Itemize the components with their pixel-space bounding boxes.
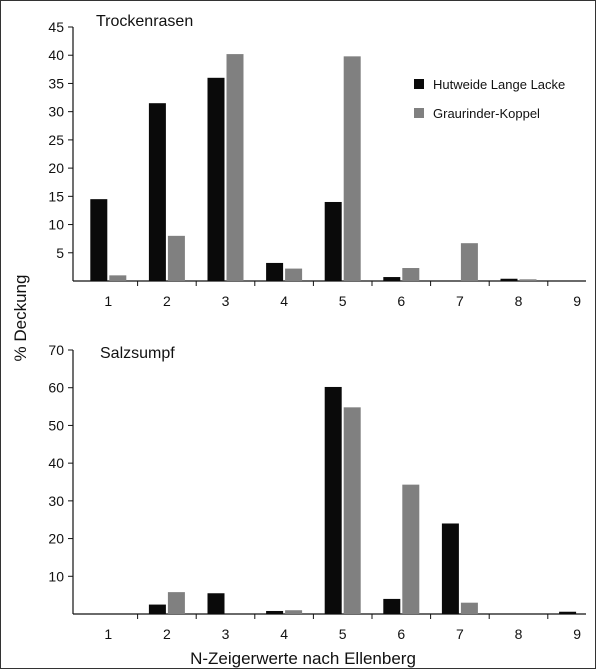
bar-graurinder-6 [402, 268, 420, 281]
x-tick-label: 5 [339, 293, 347, 309]
y-tick-label: 5 [56, 245, 64, 261]
x-tick-label: 2 [163, 293, 171, 309]
y-tick-label: 15 [48, 188, 64, 204]
bar-hutweide-6 [383, 277, 401, 281]
y-tick-label: 50 [48, 417, 64, 433]
x-tick-label: 8 [515, 626, 523, 642]
bar-hutweide-4 [266, 610, 284, 614]
bar-hutweide-9 [559, 611, 577, 614]
bar-graurinder-7 [460, 243, 478, 281]
panel-title-trockenrasen: Trockenrasen [96, 13, 193, 30]
x-tick-label: 7 [456, 293, 464, 309]
y-ticks: 10 20 30 40 50 60 70 [48, 342, 73, 584]
x-tick-label: 3 [222, 626, 230, 642]
bars [148, 386, 577, 614]
x-tick-label: 3 [222, 293, 230, 309]
bars [90, 54, 537, 282]
legend-label-graurinder: Graurinder-Koppel [433, 106, 540, 121]
bar-graurinder-4 [285, 610, 303, 614]
y-axis-title: % Deckung [11, 275, 30, 362]
x-tick-label: 6 [397, 293, 405, 309]
bar-hutweide-3 [207, 593, 225, 614]
bar-graurinder-7 [460, 602, 478, 614]
x-tick-label: 5 [339, 626, 347, 642]
bar-graurinder-6 [402, 484, 420, 614]
bar-graurinder-2 [167, 592, 185, 614]
bar-graurinder-1 [109, 275, 127, 281]
x-ticks: 1 2 3 4 5 6 7 8 9 [104, 281, 581, 309]
bar-hutweide-5 [324, 201, 342, 281]
bar-hutweide-4 [266, 262, 284, 281]
x-tick-label: 6 [397, 626, 405, 642]
legend-swatch-hutweide [414, 79, 424, 89]
bar-graurinder-5 [343, 407, 361, 614]
bar-hutweide-6 [383, 598, 401, 614]
bar-hutweide-2 [148, 103, 166, 281]
x-ticks: 1 2 3 4 5 6 7 8 9 [104, 614, 581, 642]
bar-hutweide-7 [441, 523, 459, 614]
y-ticks: 5 10 15 20 25 30 35 40 45 [48, 19, 73, 261]
y-tick-label: 10 [48, 217, 64, 233]
x-tick-label: 9 [573, 293, 581, 309]
y-tick-label: 45 [48, 19, 64, 35]
x-tick-label: 1 [104, 293, 112, 309]
x-tick-label: 2 [163, 626, 171, 642]
bar-hutweide-8 [500, 278, 518, 281]
y-tick-label: 40 [48, 455, 64, 471]
bar-graurinder-5 [343, 56, 361, 282]
y-tick-label: 70 [48, 342, 64, 358]
x-tick-label: 4 [280, 626, 288, 642]
legend-swatch-graurinder [414, 108, 424, 118]
y-tick-label: 60 [48, 380, 64, 396]
x-tick-label: 9 [573, 626, 581, 642]
x-tick-label: 1 [104, 626, 112, 642]
y-tick-label: 10 [48, 568, 64, 584]
bar-graurinder-2 [167, 235, 185, 281]
y-tick-label: 30 [48, 493, 64, 509]
bar-hutweide-2 [148, 604, 166, 614]
y-tick-label: 40 [48, 47, 64, 63]
bar-hutweide-5 [324, 386, 342, 614]
legend-label-hutweide: Hutweide Lange Lacke [433, 77, 565, 92]
legend: Hutweide Lange Lacke Graurinder-Koppel [414, 77, 565, 121]
x-tick-label: 4 [280, 293, 288, 309]
bar-graurinder-3 [226, 54, 244, 281]
bar-graurinder-4 [285, 268, 303, 281]
y-tick-label: 30 [48, 104, 64, 120]
y-tick-label: 20 [48, 160, 64, 176]
bar-graurinder-8 [519, 279, 537, 281]
y-tick-label: 25 [48, 132, 64, 148]
x-axis-title: N-Zeigerwerte nach Ellenberg [190, 649, 416, 668]
x-tick-label: 8 [515, 293, 523, 309]
y-tick-label: 35 [48, 75, 64, 91]
bar-hutweide-3 [207, 77, 225, 281]
panel-salzsumpf: 10 20 30 40 50 60 70 1 2 3 4 5 6 7 8 9 Salzsumpf [48, 342, 586, 642]
panel-title-salzsumpf: Salzsumpf [100, 345, 175, 362]
bar-hutweide-1 [90, 199, 108, 281]
x-tick-label: 7 [456, 626, 464, 642]
y-tick-label: 20 [48, 531, 64, 547]
